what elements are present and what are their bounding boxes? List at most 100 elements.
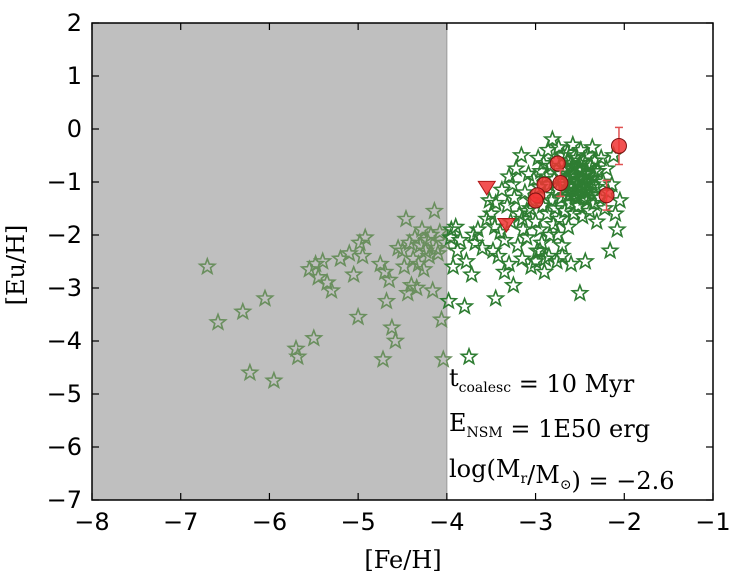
star-point [454,296,475,315]
star-point [516,200,537,220]
star-point [468,219,488,239]
star-point [355,227,375,246]
star-point [506,158,526,178]
star-point [524,169,544,188]
y-tick-label: 1 [67,62,82,90]
star-point [445,216,466,236]
star-point [547,224,568,244]
star-point [352,245,373,265]
star-point [240,362,260,382]
annotation-t-coalesc: tcoalesc = 10 Myr [449,364,635,398]
star-point [321,280,342,299]
annotation-text: E [449,409,467,437]
star-point [461,264,482,284]
star-point [582,137,603,156]
star-point [308,267,328,286]
annotation-subscript: r [520,471,527,487]
annotation-text: log(M [449,455,520,483]
star-point [373,349,393,368]
observation-point [598,187,615,204]
star-point [575,182,596,201]
star-point [492,179,512,199]
star-point [512,208,533,228]
star-point [539,245,559,265]
star-point [549,208,570,228]
star-point [596,158,617,178]
star-point [595,198,615,217]
star-point [438,291,459,310]
star-point [379,269,399,289]
star-point [412,219,432,239]
x-tick-label: −7 [163,508,198,536]
star-point [450,229,470,249]
annotation-subscript: coalesc [459,380,512,396]
star-point [382,317,402,337]
star-point [477,208,497,228]
star-point [422,280,443,299]
y-tick-label: 2 [67,9,82,37]
star-point [600,240,620,260]
y-tick-label: 0 [67,115,82,143]
star-point [563,203,584,223]
star-point [542,129,563,148]
x-tick-label: −8 [74,508,109,536]
star-point [312,251,333,270]
star-point [605,203,626,223]
annotation-layer: tcoalesc = 10 Myr ENSM = 1E50 erg log(Mr/M… [449,364,675,495]
y-tick-label: −7 [47,486,82,514]
star-point [572,206,593,225]
upper-limit-point [496,217,516,233]
shaded-excluded-region [92,23,447,500]
star-point [513,219,534,239]
star-point [485,288,506,307]
star-point [456,251,477,270]
star-point [503,275,524,294]
star-point [537,203,557,223]
star-point [348,306,368,326]
star-point [499,253,519,273]
star-point [567,187,588,207]
star-point [511,145,532,164]
star-point [392,240,413,260]
star-point [424,200,445,220]
star-point [563,134,583,154]
star-point [579,200,600,220]
star-point [472,238,493,257]
star-point [430,222,450,241]
star-point [428,243,448,262]
star-point [525,211,546,231]
star-point [558,216,579,236]
star-point [607,219,627,239]
star-point [545,198,565,217]
star-point [305,253,326,273]
star-point [481,203,501,223]
star-point [512,248,533,268]
star-point [405,227,425,246]
star-point [584,161,604,180]
star-point [417,229,438,249]
y-axis-label: [Eu/H] [2,225,30,306]
star-point [288,346,308,366]
star-point [516,227,537,246]
star-point [530,240,550,260]
star-point [494,261,515,281]
star-point [582,174,603,193]
star-point [317,272,337,292]
star-point [499,166,519,186]
star-point [264,370,284,390]
star-point [406,277,427,297]
annotation-text: /M [527,461,560,489]
star-point [587,211,607,231]
star-point [570,153,590,172]
annotation-subscript: ⊙ [560,477,572,493]
x-tick-label: −5 [340,508,375,536]
y-tick-label: −2 [47,221,82,249]
shaded-region-layer [92,23,448,500]
annotation-text: ) = −2.6 [572,467,675,495]
star-point [443,256,463,276]
star-point [447,240,468,260]
x-axis-label: [Fe/H] [364,546,441,574]
annotation-e-nsm: ENSM = 1E50 erg [449,409,650,443]
y-tick-label: −4 [47,327,82,355]
